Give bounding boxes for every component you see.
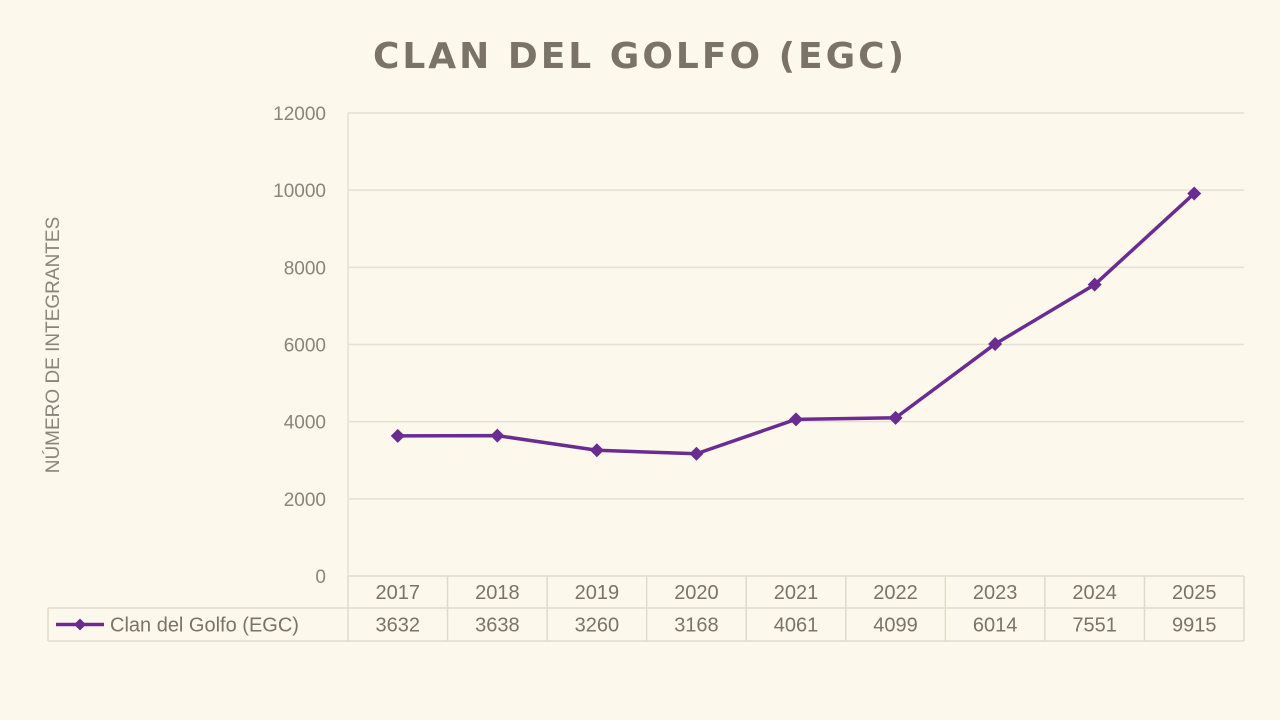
x-tick-label: 2017 xyxy=(376,582,421,604)
data-value-label: 3260 xyxy=(575,615,620,637)
data-value-label: 6014 xyxy=(973,615,1018,637)
data-point xyxy=(390,428,405,443)
y-tick-label: 2000 xyxy=(284,490,326,511)
data-value-label: 3632 xyxy=(376,615,421,637)
data-point xyxy=(789,412,803,427)
x-tick-label: 2022 xyxy=(873,582,918,604)
data-point xyxy=(1187,186,1202,201)
data-point xyxy=(490,428,505,443)
legend-label: Clan del Golfo (EGC) xyxy=(110,615,299,637)
data-point xyxy=(988,336,1003,351)
y-tick-label: 8000 xyxy=(284,258,326,279)
x-tick-label: 2025 xyxy=(1172,582,1217,604)
x-tick-label: 2024 xyxy=(1072,582,1117,604)
data-point xyxy=(589,443,604,458)
data-value-label: 3168 xyxy=(674,615,719,637)
data-point xyxy=(888,410,903,425)
y-axis-label: NÚMERO DE INTEGRANTES xyxy=(42,217,64,474)
data-value-label: 4099 xyxy=(873,615,918,637)
legend-marker xyxy=(74,618,86,631)
y-tick-label: 10000 xyxy=(273,181,326,202)
y-tick-label: 0 xyxy=(315,567,326,588)
data-point xyxy=(1087,277,1102,292)
data-value-label: 7551 xyxy=(1072,615,1117,637)
data-value-label: 9915 xyxy=(1172,615,1217,637)
x-tick-label: 2019 xyxy=(575,582,620,604)
data-value-label: 3638 xyxy=(475,615,520,637)
data-point xyxy=(689,446,704,461)
x-tick-label: 2021 xyxy=(774,582,819,604)
y-tick-label: 4000 xyxy=(284,413,326,434)
x-tick-label: 2023 xyxy=(973,582,1018,604)
y-tick-label: 12000 xyxy=(273,104,326,125)
x-tick-label: 2020 xyxy=(674,582,719,604)
y-tick-label: 6000 xyxy=(284,336,326,357)
x-tick-label: 2018 xyxy=(475,582,520,604)
data-value-label: 4061 xyxy=(774,615,819,637)
chart-title: CLAN DEL GOLFO (EGC) xyxy=(372,36,908,77)
